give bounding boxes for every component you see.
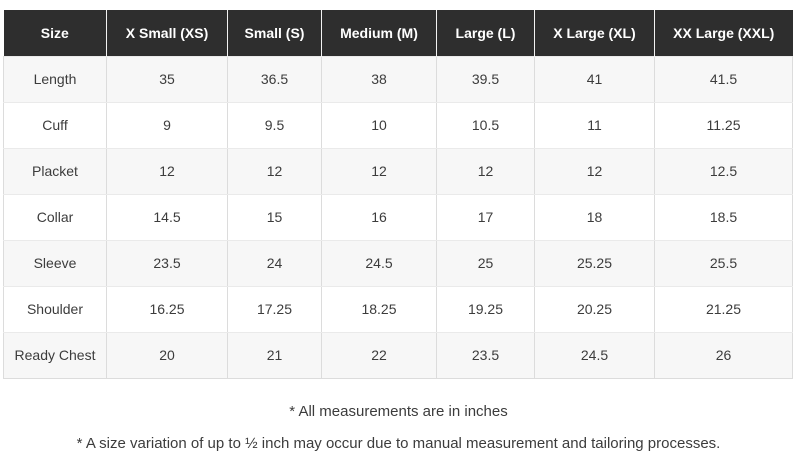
size-chart-table: Size X Small (XS) Small (S) Medium (M) Large…	[3, 10, 793, 379]
table-row: Cuff 9 9.5 10 10.5 11 11.25	[3, 101, 793, 149]
row-label-cell: Placket	[3, 147, 107, 195]
size-value-cell: 41	[534, 55, 655, 103]
size-value-cell: 24.5	[321, 239, 437, 287]
size-value-cell: 20	[106, 331, 228, 379]
size-value-cell: 20.25	[534, 285, 655, 333]
size-value-cell: 21.25	[654, 285, 793, 333]
size-value-cell: 16	[321, 193, 437, 241]
header-row: Size X Small (XS) Small (S) Medium (M) Large…	[3, 10, 793, 56]
size-value-cell: 12	[321, 147, 437, 195]
size-value-cell: 25.5	[654, 239, 793, 287]
size-value-cell: 14.5	[106, 193, 228, 241]
size-chart-body: Length 35 36.5 38 39.5 41 41.5 Cuff 9 9.5 10 10.5 11…	[3, 55, 793, 379]
row-label-cell: Ready Chest	[3, 331, 107, 379]
size-value-cell: 17	[436, 193, 535, 241]
size-value-cell: 17.25	[227, 285, 322, 333]
size-value-cell: 24	[227, 239, 322, 287]
size-value-cell: 22	[321, 331, 437, 379]
table-row: Collar 14.5 15 16 17 18 18.5	[3, 193, 793, 241]
table-row: Sleeve 23.5 24 24.5 25 25.25 25.5	[3, 239, 793, 287]
footnotes: * All measurements are in inches * A siz…	[0, 396, 797, 460]
size-value-cell: 23.5	[436, 331, 535, 379]
size-value-cell: 19.25	[436, 285, 535, 333]
size-value-cell: 25.25	[534, 239, 655, 287]
size-value-cell: 10.5	[436, 101, 535, 149]
column-header: X Large (XL)	[534, 10, 655, 56]
size-chart: Size X Small (XS) Small (S) Medium (M) Large…	[3, 10, 793, 379]
size-value-cell: 18.5	[654, 193, 793, 241]
column-header: X Small (XS)	[106, 10, 228, 56]
column-header: Medium (M)	[321, 10, 437, 56]
size-value-cell: 41.5	[654, 55, 793, 103]
size-value-cell: 10	[321, 101, 437, 149]
table-row: Placket 12 12 12 12 12 12.5	[3, 147, 793, 195]
size-value-cell: 39.5	[436, 55, 535, 103]
size-value-cell: 12.5	[654, 147, 793, 195]
column-header: XX Large (XXL)	[654, 10, 793, 56]
size-value-cell: 35	[106, 55, 228, 103]
size-value-cell: 12	[227, 147, 322, 195]
size-value-cell: 18	[534, 193, 655, 241]
size-value-cell: 12	[106, 147, 228, 195]
row-label-cell: Shoulder	[3, 285, 107, 333]
size-value-cell: 12	[534, 147, 655, 195]
size-value-cell: 15	[227, 193, 322, 241]
table-row: Ready Chest 20 21 22 23.5 24.5 26	[3, 331, 793, 379]
size-value-cell: 11.25	[654, 101, 793, 149]
size-value-cell: 26	[654, 331, 793, 379]
size-value-cell: 36.5	[227, 55, 322, 103]
size-value-cell: 23.5	[106, 239, 228, 287]
row-label-cell: Cuff	[3, 101, 107, 149]
row-label-cell: Length	[3, 55, 107, 103]
table-row: Shoulder 16.25 17.25 18.25 19.25 20.25 21.25	[3, 285, 793, 333]
size-chart-header: Size X Small (XS) Small (S) Medium (M) Large…	[3, 10, 793, 56]
footnote-variation: * A size variation of up to ½ inch may o…	[76, 435, 721, 452]
size-value-cell: 9	[106, 101, 228, 149]
size-value-cell: 9.5	[227, 101, 322, 149]
row-label-cell: Sleeve	[3, 239, 107, 287]
size-value-cell: 18.25	[321, 285, 437, 333]
size-value-cell: 16.25	[106, 285, 228, 333]
column-header: Size	[3, 10, 107, 56]
size-value-cell: 12	[436, 147, 535, 195]
size-value-cell: 21	[227, 331, 322, 379]
column-header: Large (L)	[436, 10, 535, 56]
size-value-cell: 38	[321, 55, 437, 103]
row-label-cell: Collar	[3, 193, 107, 241]
column-header: Small (S)	[227, 10, 322, 56]
size-value-cell: 25	[436, 239, 535, 287]
size-value-cell: 24.5	[534, 331, 655, 379]
footnote-measurements: * All measurements are in inches	[289, 403, 508, 420]
table-row: Length 35 36.5 38 39.5 41 41.5	[3, 55, 793, 103]
size-value-cell: 11	[534, 101, 655, 149]
